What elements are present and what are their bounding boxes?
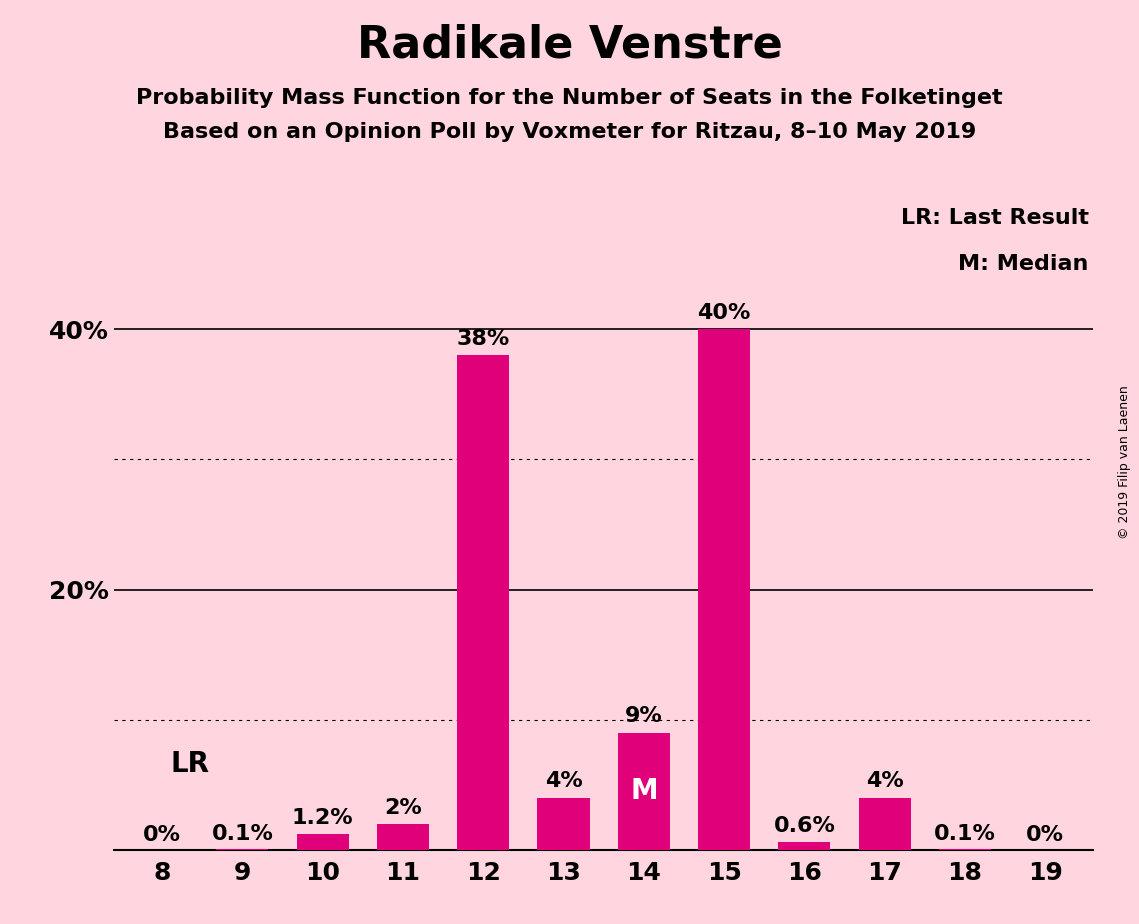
Text: LR: LR xyxy=(170,750,210,778)
Text: Radikale Venstre: Radikale Venstre xyxy=(357,23,782,67)
Text: 38%: 38% xyxy=(457,329,510,349)
Text: M: Median: M: Median xyxy=(958,254,1089,274)
Bar xyxy=(778,843,830,850)
Text: LR: Last Result: LR: Last Result xyxy=(901,209,1089,228)
Text: 4%: 4% xyxy=(544,772,582,792)
Text: 0%: 0% xyxy=(1026,825,1064,845)
Text: 0.6%: 0.6% xyxy=(773,816,835,835)
Text: 40%: 40% xyxy=(697,303,751,322)
Text: 2%: 2% xyxy=(384,797,421,818)
Bar xyxy=(939,849,991,850)
Bar xyxy=(296,834,349,850)
Bar xyxy=(457,356,509,850)
Text: 4%: 4% xyxy=(866,772,903,792)
Text: 0%: 0% xyxy=(144,825,181,845)
Text: 1.2%: 1.2% xyxy=(292,808,353,828)
Text: 9%: 9% xyxy=(625,706,663,726)
Bar xyxy=(859,798,911,850)
Text: M: M xyxy=(630,777,657,806)
Bar xyxy=(377,824,429,850)
Text: Probability Mass Function for the Number of Seats in the Folketinget: Probability Mass Function for the Number… xyxy=(137,88,1002,108)
Bar xyxy=(216,849,269,850)
Bar xyxy=(538,798,590,850)
Text: 0.1%: 0.1% xyxy=(934,823,995,844)
Text: 0.1%: 0.1% xyxy=(212,823,273,844)
Text: Based on an Opinion Poll by Voxmeter for Ritzau, 8–10 May 2019: Based on an Opinion Poll by Voxmeter for… xyxy=(163,122,976,142)
Bar xyxy=(617,733,670,850)
Bar xyxy=(698,329,751,850)
Text: © 2019 Filip van Laenen: © 2019 Filip van Laenen xyxy=(1118,385,1131,539)
